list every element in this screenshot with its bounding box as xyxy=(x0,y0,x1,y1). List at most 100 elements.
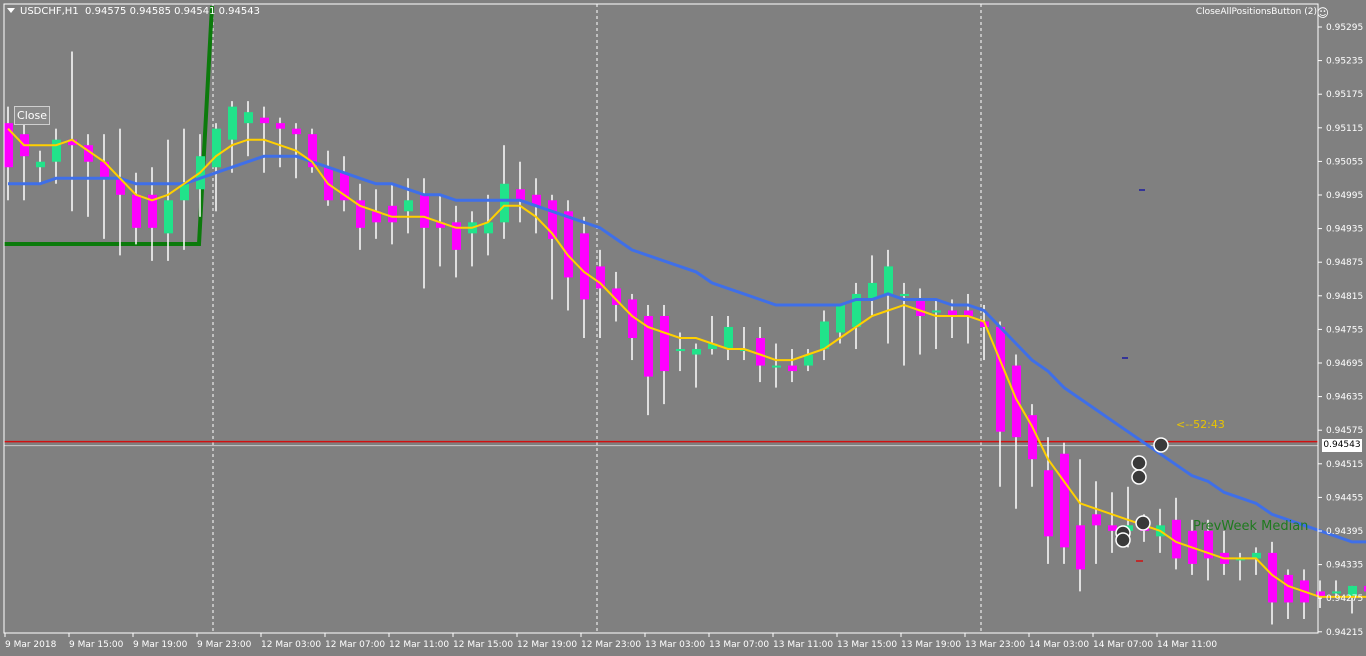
price-tick-label: 0.94875 xyxy=(1326,258,1363,268)
dropdown-arrow-icon[interactable] xyxy=(7,8,15,13)
price-tick-label: 0.94935 xyxy=(1326,225,1363,235)
bear-candle xyxy=(1108,525,1117,531)
time-tick-label: 12 Mar 11:00 xyxy=(389,640,449,650)
bull-candle xyxy=(724,327,733,350)
time-tick-label: 12 Mar 07:00 xyxy=(325,640,385,650)
price-tick-label: 0.94275 xyxy=(1326,594,1363,604)
time-tick-label: 9 Mar 19:00 xyxy=(133,640,188,650)
bear-candle xyxy=(308,134,317,168)
prev-week-median-label: PrevWeek Median xyxy=(1193,519,1309,534)
bear-candle xyxy=(1172,519,1181,559)
current-price-label: 0.94543 xyxy=(1322,439,1362,452)
bear-candle xyxy=(1268,552,1277,603)
bear-candle xyxy=(788,365,797,372)
bull-candle xyxy=(836,304,845,333)
symbol-ohlc-header: USDCHF,H1 0.94575 0.94585 0.94541 0.9454… xyxy=(7,6,260,17)
bear-candle xyxy=(132,194,141,228)
bear-candle xyxy=(516,189,525,201)
bear-candle xyxy=(596,266,605,289)
bull-candle xyxy=(244,112,253,124)
bear-candle xyxy=(996,327,1005,432)
bull-candle xyxy=(52,139,61,162)
bull-candle xyxy=(1332,591,1341,594)
bear-candle xyxy=(644,315,653,377)
time-tick-label: 13 Mar 07:00 xyxy=(709,640,769,650)
bear-candle xyxy=(260,117,269,124)
bear-candle xyxy=(420,194,429,228)
price-tick-label: 0.94815 xyxy=(1326,292,1363,302)
price-tick-label: 0.94695 xyxy=(1326,359,1363,369)
price-tick-label: 0.94515 xyxy=(1326,460,1363,470)
time-tick-label: 14 Mar 07:00 xyxy=(1093,640,1153,650)
bear-candle xyxy=(116,178,125,195)
bull-candle xyxy=(772,365,781,368)
time-tick-label: 13 Mar 03:00 xyxy=(645,640,705,650)
bar-countdown-label: <--52:43 xyxy=(1176,418,1225,431)
bear-candle xyxy=(660,315,669,372)
bear-candle xyxy=(84,145,93,162)
bear-candle xyxy=(548,200,557,239)
bear-candle xyxy=(388,205,397,223)
bear-candle xyxy=(1028,415,1037,460)
bear-candle xyxy=(452,222,461,250)
bear-candle xyxy=(580,233,589,300)
time-tick-label: 12 Mar 15:00 xyxy=(453,640,513,650)
bear-candle xyxy=(148,194,157,228)
bear-candle xyxy=(1092,514,1101,526)
price-tick-label: 0.94635 xyxy=(1326,393,1363,403)
bear-candle xyxy=(276,123,285,129)
bear-candle xyxy=(964,310,973,316)
trade-marker-icon xyxy=(1115,532,1131,548)
bull-candle xyxy=(1252,552,1261,559)
price-tick-label: 0.94575 xyxy=(1326,426,1363,436)
bull-candle xyxy=(228,106,237,140)
price-tick-label: 0.95175 xyxy=(1326,90,1363,100)
price-tick-label: 0.95295 xyxy=(1326,23,1363,33)
symbol-name: USDCHF,H1 xyxy=(20,6,79,17)
bull-candle xyxy=(212,128,221,168)
bull-candle xyxy=(692,349,701,355)
bear-candle xyxy=(532,194,541,206)
bear-candle xyxy=(292,128,301,135)
time-tick-label: 9 Mar 2018 xyxy=(5,640,57,650)
close-button[interactable]: Close xyxy=(14,106,50,125)
time-tick-label: 14 Mar 11:00 xyxy=(1157,640,1217,650)
bear-candle xyxy=(1044,470,1053,537)
bear-candle xyxy=(612,288,621,305)
price-tick-label: 0.94215 xyxy=(1326,628,1363,638)
bull-candle xyxy=(900,293,909,296)
bear-candle xyxy=(1316,591,1325,597)
price-tick-label: 0.95235 xyxy=(1326,57,1363,67)
bull-candle xyxy=(404,200,413,212)
bull-candle xyxy=(804,354,813,366)
bull-candle xyxy=(164,200,173,234)
prev-week-median-line xyxy=(4,5,214,246)
bear-candle xyxy=(1284,574,1293,603)
time-tick-label: 13 Mar 19:00 xyxy=(901,640,961,650)
bear-candle xyxy=(564,211,573,278)
bull-candle xyxy=(708,343,717,350)
time-tick-label: 13 Mar 23:00 xyxy=(965,640,1025,650)
close-all-positions-button[interactable]: CloseAllPositionsButton (2) xyxy=(1195,7,1317,17)
time-tick-label: 9 Mar 23:00 xyxy=(197,640,252,650)
price-tick-label: 0.95055 xyxy=(1326,157,1363,167)
bull-candle xyxy=(676,349,685,352)
ma-slow-line xyxy=(8,154,1366,544)
time-tick-label: 13 Mar 15:00 xyxy=(837,640,897,650)
price-tick-label: 0.94995 xyxy=(1326,191,1363,201)
bull-candle xyxy=(884,266,893,294)
bull-candle xyxy=(820,321,829,350)
bear-candle xyxy=(436,222,445,228)
bear-candle xyxy=(4,123,13,168)
plot-frame xyxy=(3,3,1319,634)
bull-candle xyxy=(868,282,877,300)
price-tick-label: 0.94755 xyxy=(1326,325,1363,335)
bull-candle xyxy=(932,310,941,313)
price-tick-label: 0.94395 xyxy=(1326,527,1363,537)
time-tick-label: 14 Mar 03:00 xyxy=(1029,640,1089,650)
ma-fast-line xyxy=(7,128,1366,598)
trade-marker-icon xyxy=(1135,515,1151,531)
bear-candle xyxy=(916,299,925,316)
